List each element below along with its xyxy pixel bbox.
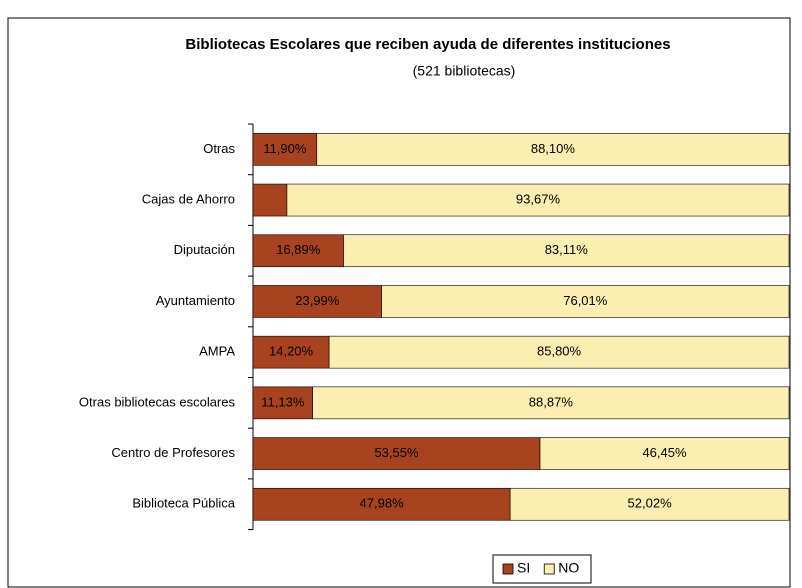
legend-label: NO — [558, 560, 579, 576]
bar-segment — [252, 234, 344, 268]
y-tick-label: Ayuntamiento — [156, 293, 235, 308]
value-label: 14,20% — [269, 344, 314, 359]
bar-segment — [252, 437, 541, 470]
y-tick-label: Cajas de Ahorro — [142, 191, 235, 206]
legend-swatch — [543, 563, 555, 575]
bar-segment — [381, 285, 790, 318]
bar-segment — [252, 335, 330, 369]
y-tick-label: AMPA — [199, 344, 235, 359]
bar-segment — [286, 183, 790, 217]
bar-segment — [343, 234, 790, 268]
value-label: 46,45% — [642, 445, 687, 460]
value-label: 11,13% — [261, 394, 305, 409]
y-tick-label: Centro de Profesores — [111, 445, 235, 460]
bar-segment — [316, 133, 790, 166]
value-label: 83,11% — [545, 242, 589, 257]
bar-segment — [312, 386, 790, 420]
value-label: 93,67% — [516, 191, 561, 206]
value-label: 16,89% — [276, 242, 321, 257]
value-label: 85,80% — [537, 344, 582, 359]
value-label: 88,87% — [529, 394, 574, 409]
value-label: 11,90% — [263, 141, 307, 156]
value-label: 76,01% — [563, 293, 608, 308]
chart-subtitle: (521 bibliotecas) — [413, 63, 516, 79]
bar-segment — [252, 285, 382, 318]
y-tick-label: Otras bibliotecas escolares — [79, 394, 236, 409]
value-label: 52,02% — [628, 496, 673, 511]
value-label: 23,99% — [295, 293, 340, 308]
bar-segment — [252, 487, 511, 521]
bar-segment — [539, 437, 790, 470]
bar-segment — [252, 386, 313, 420]
bar-segment — [509, 487, 790, 521]
value-label: 53,55% — [374, 445, 419, 460]
value-label: 47,98% — [360, 496, 405, 511]
bar-segment — [252, 133, 318, 166]
legend-swatch — [502, 563, 514, 575]
bar-segment — [252, 183, 288, 217]
y-tick-label: Biblioteca Pública — [132, 496, 235, 511]
legend-box — [492, 554, 592, 584]
y-tick-label: Diputación — [174, 242, 235, 257]
legend-label: SI — [517, 560, 530, 576]
bar-segment — [328, 335, 790, 369]
y-tick-label: Otras — [203, 141, 235, 156]
chart-title: Bibliotecas Escolares que reciben ayuda … — [185, 36, 670, 53]
value-label: 88,10% — [531, 141, 576, 156]
